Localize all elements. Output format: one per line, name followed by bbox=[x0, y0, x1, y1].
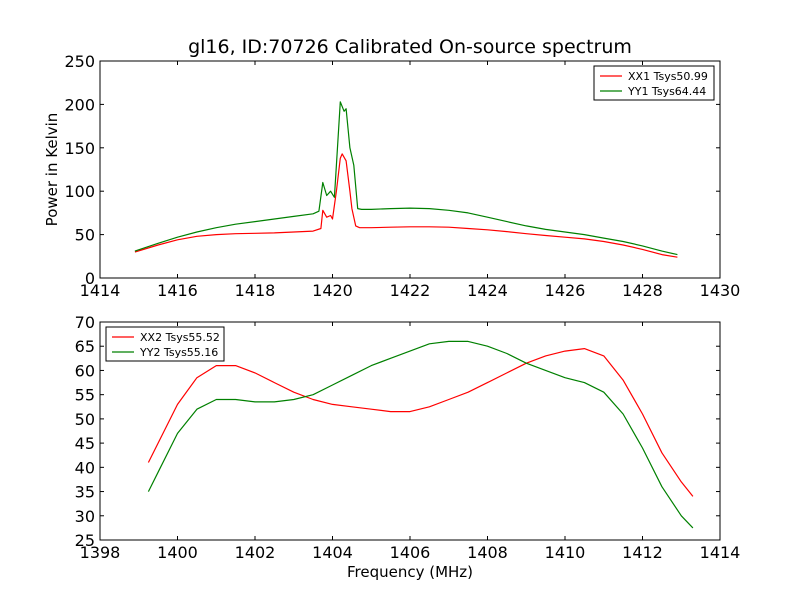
x-tick-label: 1398 bbox=[80, 543, 121, 562]
x-tick-label: 1414 bbox=[80, 281, 121, 300]
y-tick-label: 55 bbox=[75, 386, 95, 405]
y-tick-label: 50 bbox=[75, 410, 95, 429]
legend-label-1: XX1 Tsys50.99 bbox=[628, 70, 708, 83]
y-tick-label: 25 bbox=[75, 531, 95, 550]
y-tick-label: 45 bbox=[75, 434, 95, 453]
y-tick-label: 200 bbox=[64, 95, 95, 114]
y-tick-label: 150 bbox=[64, 139, 95, 158]
x-tick-label: 1414 bbox=[700, 543, 741, 562]
x-tick-label: 1404 bbox=[312, 543, 353, 562]
series-line-2 bbox=[134, 101, 678, 256]
series-line-1 bbox=[147, 348, 694, 497]
y-tick-label: 35 bbox=[75, 483, 95, 502]
x-tick-label: 1406 bbox=[390, 543, 431, 562]
y-axis-label: Power in Kelvin bbox=[43, 113, 61, 227]
y-tick-label: 30 bbox=[75, 507, 95, 526]
legend-box bbox=[105, 326, 225, 362]
x-tick-label: 1418 bbox=[235, 281, 276, 300]
x-tick-label: 1412 bbox=[622, 543, 663, 562]
x-tick-label: 1400 bbox=[157, 543, 198, 562]
y-tick-label: 70 bbox=[75, 313, 95, 332]
legend-label-2: YY1 Tsys64.44 bbox=[627, 85, 706, 98]
y-tick-label: 50 bbox=[75, 226, 95, 245]
y-tick-label: 60 bbox=[75, 361, 95, 380]
x-tick-label: 1422 bbox=[390, 281, 431, 300]
x-tick-label: 1416 bbox=[157, 281, 198, 300]
x-axis-label: Frequency (MHz) bbox=[347, 563, 473, 581]
x-tick-label: 1424 bbox=[467, 281, 508, 300]
x-tick-label: 1408 bbox=[467, 543, 508, 562]
y-tick-label: 100 bbox=[64, 182, 95, 201]
series-line-1 bbox=[134, 153, 678, 258]
series-line-2 bbox=[147, 340, 694, 529]
legend-box bbox=[593, 65, 715, 101]
chart-title: gl16, ID:70726 Calibrated On-source spec… bbox=[188, 36, 632, 58]
legend-label-1: XX2 Tsys55.52 bbox=[140, 331, 220, 344]
x-tick-label: 1430 bbox=[700, 281, 741, 300]
x-tick-label: 1410 bbox=[545, 543, 586, 562]
x-tick-label: 1426 bbox=[545, 281, 586, 300]
y-tick-label: 40 bbox=[75, 458, 95, 477]
y-tick-label: 0 bbox=[85, 269, 95, 288]
y-tick-label: 65 bbox=[75, 337, 95, 356]
bottom-subplot: 1398 1400 1402 1404 1406 1408 1410 1412 1414 25 30… bbox=[75, 313, 741, 581]
x-tick-label: 1428 bbox=[622, 281, 663, 300]
legend-label-2: YY2 Tsys55.16 bbox=[139, 346, 218, 359]
top-subplot: 1414 1416 1418 1420 1422 1424 1426 1428 1430 0 50 1… bbox=[43, 52, 740, 300]
x-tick-label: 1402 bbox=[235, 543, 276, 562]
y-tick-label: 250 bbox=[64, 52, 95, 71]
x-tick-label: 1420 bbox=[312, 281, 353, 300]
